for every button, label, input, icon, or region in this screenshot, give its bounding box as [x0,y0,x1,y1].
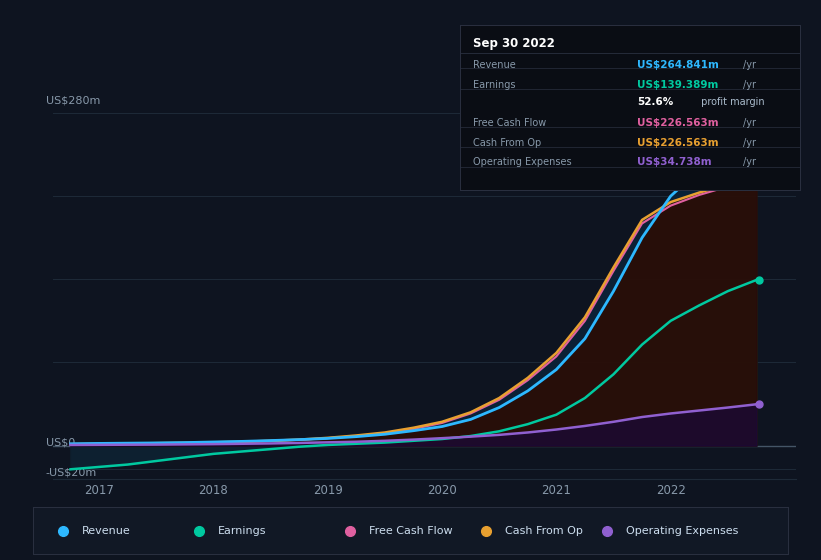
Text: Free Cash Flow: Free Cash Flow [369,526,452,535]
Text: US$226.563m: US$226.563m [637,118,718,128]
Text: Cash From Op: Cash From Op [474,138,542,147]
Text: Earnings: Earnings [218,526,266,535]
Text: /yr: /yr [742,80,755,90]
Text: /yr: /yr [742,60,755,70]
Text: /yr: /yr [742,118,755,128]
Text: Revenue: Revenue [474,60,516,70]
Text: Earnings: Earnings [474,80,516,90]
Text: US$0: US$0 [46,438,76,448]
Text: Cash From Op: Cash From Op [505,526,583,535]
Text: Operating Expenses: Operating Expenses [474,157,572,167]
Text: Revenue: Revenue [82,526,131,535]
Text: -US$20m: -US$20m [46,467,97,477]
Text: Sep 30 2022: Sep 30 2022 [474,37,555,50]
Text: US$226.563m: US$226.563m [637,138,718,147]
Text: US$280m: US$280m [46,95,100,105]
Text: US$139.389m: US$139.389m [637,80,718,90]
Text: US$34.738m: US$34.738m [637,157,712,167]
Text: /yr: /yr [742,157,755,167]
Text: Operating Expenses: Operating Expenses [626,526,738,535]
Text: /yr: /yr [742,138,755,147]
Text: US$264.841m: US$264.841m [637,60,719,70]
Text: Free Cash Flow: Free Cash Flow [474,118,547,128]
Text: 52.6%: 52.6% [637,97,673,107]
Text: profit margin: profit margin [698,97,765,107]
